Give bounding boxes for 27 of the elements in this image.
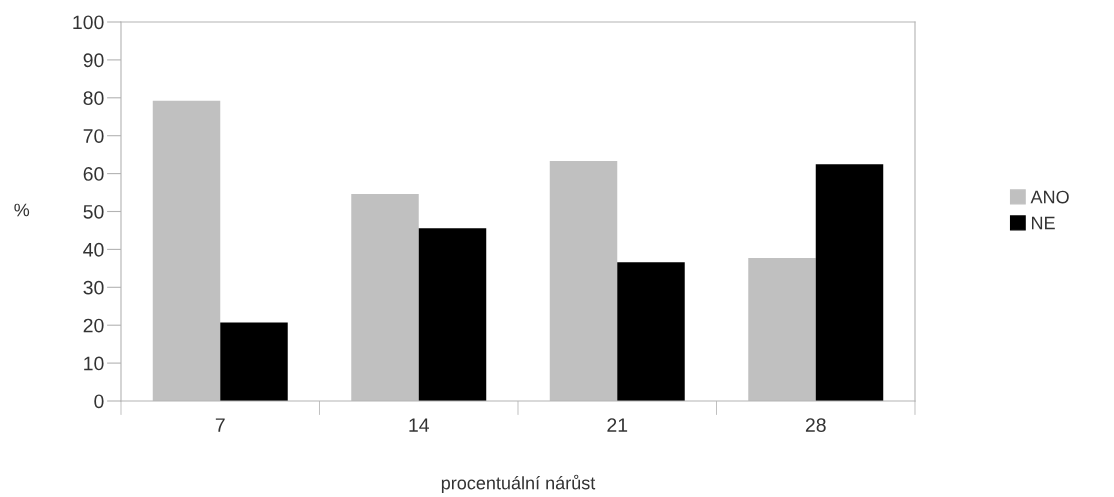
y-tick-label: 40 (83, 242, 104, 257)
y-tick-label: 30 (83, 280, 104, 295)
y-tick-label: 0 (94, 394, 104, 409)
x-tick-label: 21 (607, 418, 628, 432)
bar (220, 322, 288, 401)
legend-label: ANO (1030, 190, 1069, 204)
bar (351, 194, 419, 401)
x-tick-label: 7 (215, 418, 225, 432)
bar (549, 161, 618, 401)
x-tick-label: 14 (409, 418, 429, 432)
y-tick-label: 20 (83, 318, 104, 333)
x-tick-label: 28 (805, 418, 826, 432)
y-tick-label: 100 (73, 15, 104, 30)
legend-label: NE (1031, 216, 1055, 230)
bar (152, 100, 221, 401)
bar (748, 258, 816, 401)
y-tick-label: 50 (83, 204, 104, 219)
bar (815, 164, 884, 401)
bar (418, 228, 487, 401)
y-tick-label: 90 (83, 53, 104, 68)
bar (617, 262, 685, 401)
y-axis-title: % (14, 203, 30, 217)
y-tick-label: 60 (83, 167, 104, 181)
x-axis-title: procentuální nárůst (441, 474, 596, 493)
y-tick-label: 10 (84, 356, 104, 371)
y-tick-label: 80 (83, 91, 104, 106)
y-tick-label: 70 (83, 129, 104, 143)
